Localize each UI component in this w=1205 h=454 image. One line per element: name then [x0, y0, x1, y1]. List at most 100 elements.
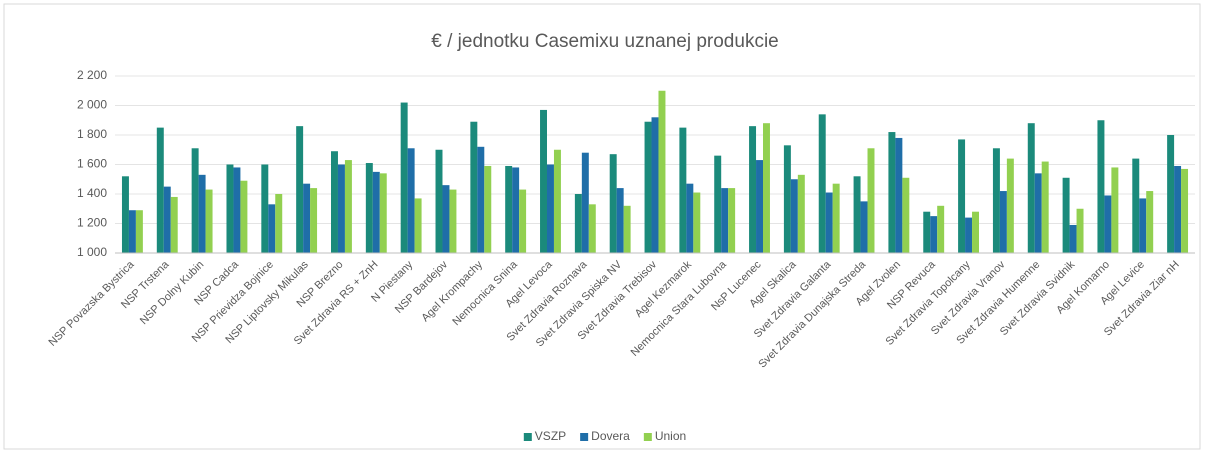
- bar: [999, 191, 1007, 253]
- bar: [728, 188, 736, 253]
- bar: [797, 174, 805, 253]
- bar: [623, 205, 631, 253]
- bar: [992, 148, 1000, 253]
- bar: [1104, 195, 1112, 253]
- bar: [470, 121, 478, 253]
- bar: [1146, 191, 1154, 253]
- y-tick-label: 1 000: [77, 245, 107, 259]
- legend: VSZP Dovera Union: [523, 429, 686, 443]
- bar: [923, 211, 931, 253]
- chart-border: [3, 3, 1201, 450]
- bar: [331, 151, 338, 253]
- bar: [233, 167, 241, 253]
- bar: [268, 204, 276, 253]
- bar: [163, 186, 171, 253]
- bar: [714, 155, 722, 253]
- bar: [867, 148, 875, 253]
- bar: [198, 174, 206, 253]
- bar: [644, 121, 652, 253]
- bar: [191, 148, 199, 253]
- bar: [553, 149, 561, 253]
- bar: [853, 176, 861, 253]
- bar: [832, 183, 840, 253]
- bar: [679, 127, 687, 253]
- bar: [1167, 135, 1175, 253]
- bar: [1076, 208, 1084, 253]
- bar: [1181, 168, 1189, 253]
- bar: [588, 204, 596, 253]
- bar: [1062, 177, 1070, 253]
- bar: [449, 189, 457, 253]
- bar: [414, 198, 422, 253]
- bar: [540, 109, 547, 253]
- bar: [505, 165, 513, 253]
- bar: [519, 189, 527, 253]
- bar: [310, 188, 318, 253]
- bar: [296, 126, 304, 253]
- bar: [616, 188, 624, 253]
- legend-label: VSZP: [535, 429, 566, 443]
- bar: [477, 146, 485, 253]
- y-tick-label: 1 600: [77, 157, 107, 171]
- bar: [693, 192, 701, 253]
- bar: [156, 127, 164, 253]
- bar: [275, 194, 283, 253]
- bar: [1027, 123, 1035, 253]
- bar: [240, 180, 248, 253]
- bar: [965, 217, 973, 253]
- bar: [972, 211, 979, 253]
- y-tick-label: 1 800: [77, 127, 107, 141]
- bar: [958, 139, 966, 253]
- bar: [1041, 161, 1049, 253]
- bar: [721, 188, 729, 253]
- y-tick-label: 1 400: [77, 186, 107, 200]
- legend-label: Union: [655, 429, 686, 443]
- bar: [379, 173, 387, 253]
- bar: [686, 183, 694, 253]
- bar: [1111, 167, 1119, 253]
- bar: [128, 210, 136, 253]
- bar: [121, 176, 129, 253]
- y-tick-label: 2 000: [77, 98, 107, 112]
- bar: [609, 154, 617, 253]
- bar: [303, 183, 311, 253]
- bar: [170, 196, 178, 253]
- bar: [581, 152, 589, 253]
- bar: [1069, 224, 1077, 253]
- bar: [895, 137, 903, 253]
- bar: [651, 117, 659, 253]
- bar: [205, 189, 213, 253]
- bar: [365, 163, 373, 253]
- bar: [372, 171, 380, 253]
- y-tick-label: 1 200: [77, 216, 107, 230]
- bar: [344, 160, 352, 253]
- legend-swatch: [580, 433, 589, 441]
- chart-title: € / jednotku Casemixu uznanej produkcie: [431, 31, 778, 52]
- y-tick-label: 2 200: [77, 68, 107, 82]
- bar: [937, 205, 945, 253]
- bar: [261, 164, 269, 253]
- bar: [888, 132, 896, 253]
- bar: [818, 114, 826, 253]
- bar: [226, 164, 234, 253]
- bar: [435, 149, 443, 253]
- bar: [1139, 198, 1147, 253]
- bar: [860, 201, 868, 253]
- bar: [1006, 158, 1014, 253]
- bar: [1132, 158, 1140, 253]
- bar: [1097, 120, 1105, 253]
- bar: [783, 145, 791, 253]
- bar: [930, 216, 938, 253]
- bar: [756, 160, 763, 253]
- bar: [763, 123, 770, 253]
- bar: [1034, 173, 1042, 253]
- bar: [749, 126, 757, 253]
- bar: [1174, 165, 1182, 253]
- bar: [512, 167, 520, 253]
- bar: [135, 210, 143, 253]
- bar: [825, 192, 833, 253]
- bar: [400, 102, 408, 253]
- legend-label: Dovera: [591, 429, 630, 443]
- bar: [902, 177, 910, 253]
